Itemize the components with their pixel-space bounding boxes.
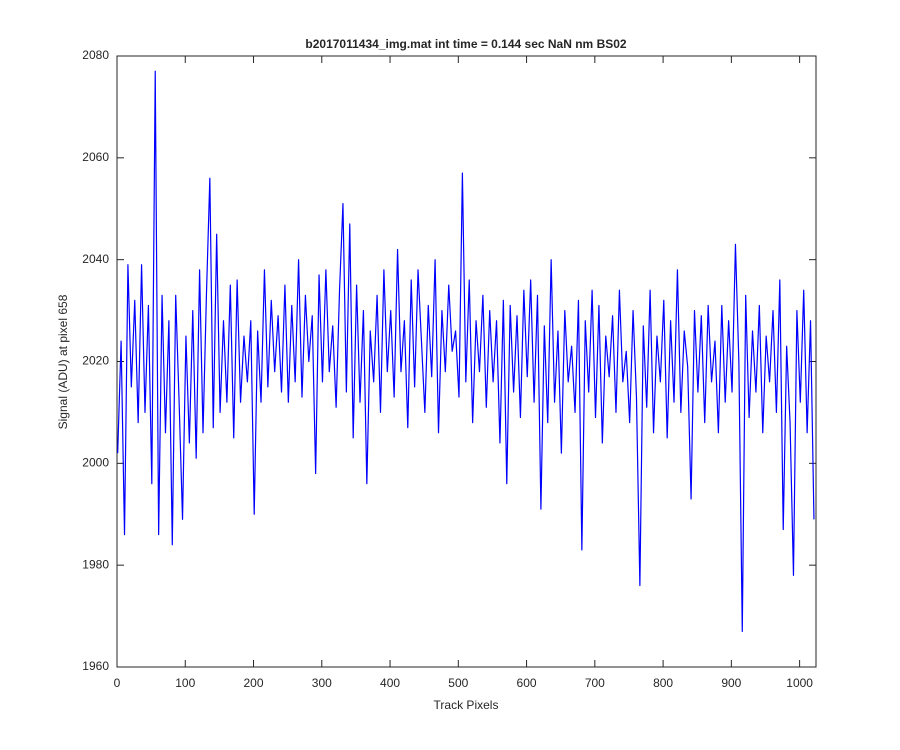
chart-title: b2017011434_img.mat int time = 0.144 sec… — [305, 37, 627, 51]
y-tick-label: 1960 — [82, 659, 109, 673]
y-tick-label: 2080 — [82, 48, 109, 62]
x-tick-label: 900 — [721, 676, 741, 690]
x-axis-label: Track Pixels — [434, 698, 499, 712]
x-tick-label: 600 — [517, 676, 537, 690]
x-tick-label: 300 — [312, 676, 332, 690]
x-tick-label: 800 — [653, 676, 673, 690]
y-tick-label: 2020 — [82, 354, 109, 368]
x-tick-label: 200 — [244, 676, 264, 690]
y-axis-label: Signal (ADU) at pixel 658 — [56, 294, 70, 429]
y-tick-label: 1980 — [82, 557, 109, 571]
y-tick-label: 2000 — [82, 456, 109, 470]
x-tick-label: 700 — [585, 676, 605, 690]
x-tick-label: 100 — [175, 676, 195, 690]
data-line — [117, 70, 815, 632]
y-tick-label: 2040 — [82, 252, 109, 266]
x-tick-label: 500 — [448, 676, 468, 690]
x-tick-label: 400 — [380, 676, 400, 690]
y-tick-label: 2060 — [82, 150, 109, 164]
x-tick-label: 1000 — [786, 676, 813, 690]
x-tick-label: 0 — [114, 676, 121, 690]
